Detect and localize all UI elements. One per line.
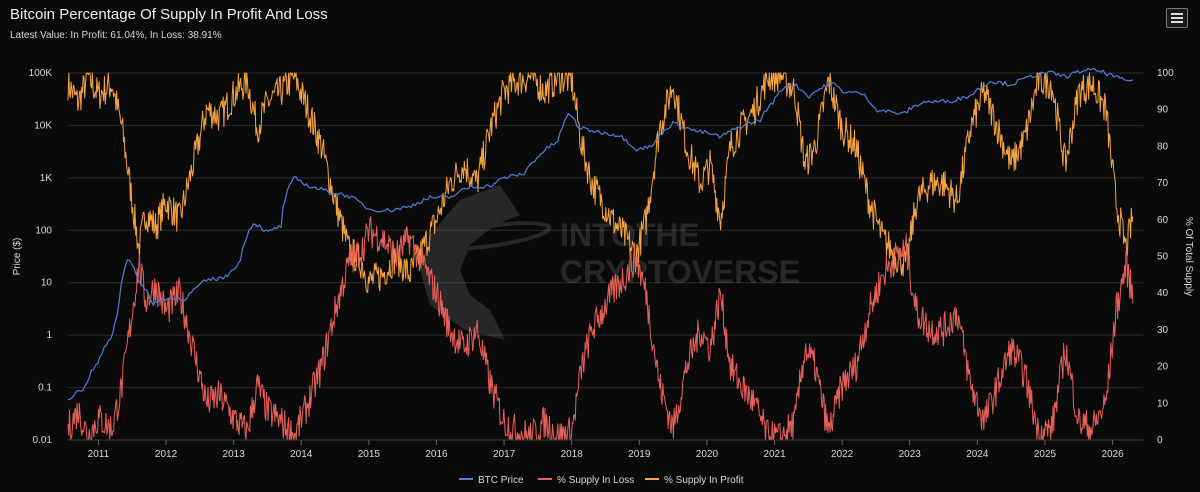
legend: BTC Price % Supply In Loss % Supply In Pro… <box>459 475 744 486</box>
x-tick-label: 2023 <box>899 449 922 460</box>
y-left-tick-label: 0.01 <box>33 435 53 446</box>
x-tick-label: 2026 <box>1101 449 1124 460</box>
legend-label: % Supply In Profit <box>664 475 744 486</box>
y-axis-left-label: Price ($) <box>12 238 23 276</box>
y-left-tick-label: 1 <box>46 330 52 341</box>
chart-menu-button[interactable] <box>1166 8 1188 28</box>
x-tick-label: 2025 <box>1034 449 1057 460</box>
x-tick-label: 2013 <box>223 449 246 460</box>
legend-label: % Supply In Loss <box>557 475 634 486</box>
y-right-tick-label: 80 <box>1157 141 1169 152</box>
x-tick-label: 2012 <box>155 449 178 460</box>
chart-title: Bitcoin Percentage Of Supply In Profit A… <box>10 6 328 23</box>
right-axis-ticks: 0 10 20 30 40 50 60 70 80 90 100 <box>1157 68 1174 446</box>
series-line-supply-in-loss <box>67 216 1134 441</box>
y-axis-right-label: % Of Total Supply <box>1183 217 1194 296</box>
y-right-tick-label: 20 <box>1157 362 1169 373</box>
x-tick-label: 2017 <box>493 449 516 460</box>
x-tick-label: 2019 <box>628 449 651 460</box>
y-right-tick-label: 10 <box>1157 398 1169 409</box>
y-left-tick-label: 10 <box>41 278 53 289</box>
y-right-tick-label: 60 <box>1157 215 1169 226</box>
y-right-tick-label: 50 <box>1157 252 1169 263</box>
y-left-tick-label: 100K <box>29 68 53 79</box>
x-tick-label: 2020 <box>696 449 719 460</box>
watermark-logo-icon <box>420 185 520 340</box>
series-line-btc-price <box>67 67 1134 401</box>
x-axis-ticks: 2011 2012 2013 2014 2015 2016 2017 2018 2019 2020… <box>68 439 1143 460</box>
y-right-tick-label: 70 <box>1157 178 1169 189</box>
left-axis-ticks: 0.01 0.1 1 10 100 1K 10K 100K <box>29 68 53 446</box>
y-right-tick-label: 90 <box>1157 105 1169 116</box>
series-layer <box>67 67 1134 441</box>
x-tick-label: 2011 <box>88 449 110 460</box>
y-right-tick-label: 100 <box>1157 68 1174 79</box>
y-left-tick-label: 100 <box>35 225 52 236</box>
y-left-tick-label: 0.1 <box>38 383 52 394</box>
x-tick-label: 2022 <box>831 449 854 460</box>
x-tick-label: 2021 <box>763 449 786 460</box>
y-right-tick-label: 40 <box>1157 288 1169 299</box>
watermark-line2: CRYPTOVERSE <box>560 254 800 290</box>
x-tick-label: 2016 <box>425 449 448 460</box>
hamburger-icon <box>1171 13 1183 15</box>
legend-item[interactable]: % Supply In Loss <box>538 475 634 486</box>
x-tick-label: 2024 <box>966 449 989 460</box>
x-tick-label: 2018 <box>561 449 584 460</box>
series-line-supply-in-profit <box>67 72 1134 293</box>
y-right-tick-label: 30 <box>1157 325 1169 336</box>
legend-label: BTC Price <box>478 475 524 486</box>
watermark: INTOTHE CRYPTOVERSE <box>420 185 800 340</box>
legend-item[interactable]: % Supply In Profit <box>645 475 744 486</box>
y-left-tick-label: 10K <box>34 120 52 131</box>
x-tick-label: 2015 <box>358 449 381 460</box>
y-right-tick-label: 0 <box>1157 435 1163 446</box>
latest-value-subtitle: Latest Value: In Profit: 61.04%, In Loss… <box>10 30 222 41</box>
x-tick-label: 2014 <box>290 449 313 460</box>
y-left-tick-label: 1K <box>40 173 53 184</box>
legend-item[interactable]: BTC Price <box>459 475 524 486</box>
